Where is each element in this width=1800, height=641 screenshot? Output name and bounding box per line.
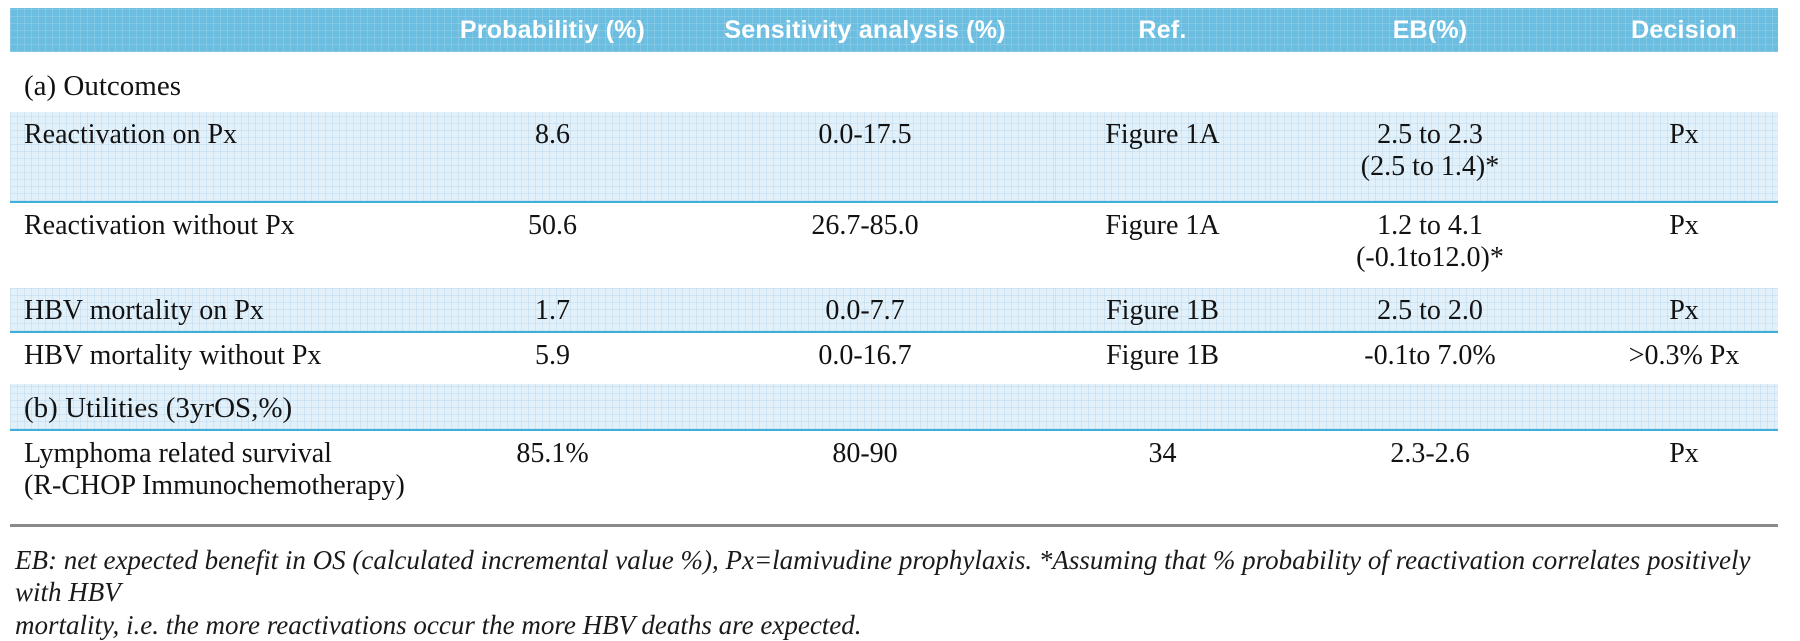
column-header-eb: EB(%): [1270, 8, 1590, 52]
table-row-lymphoma-survival: Lymphoma related survival (R-CHOP Immuno…: [10, 430, 1778, 516]
cell-probability: 8.6: [430, 112, 675, 203]
column-header-ref: Ref.: [1055, 8, 1270, 52]
cell-ref: 34: [1148, 438, 1177, 469]
decision-analysis-table: Probabilitiy (%) Sensitivity analysis (%…: [10, 8, 1778, 516]
cell-sensitivity: 26.7-85.0: [811, 210, 919, 241]
eb-value-line2: (-0.1to12.0)*: [1356, 241, 1504, 273]
cell-eb: 2.5 to 2.3 (2.5 to 1.4)*: [1270, 112, 1590, 203]
cell-ref: Figure 1B: [1055, 288, 1270, 333]
cell-ref: Figure 1A: [1105, 210, 1220, 241]
eb-value-line1: 1.2 to 4.1: [1377, 210, 1483, 241]
cell-eb: -0.1to 7.0%: [1364, 340, 1496, 371]
cell-decision: Px: [1669, 438, 1699, 469]
eb-value-line1: 2.5 to 2.3: [1377, 119, 1483, 150]
cell-outcome-label: HBV mortality without Px: [24, 340, 322, 371]
column-header-sensitivity: Sensitivity analysis (%): [675, 8, 1055, 52]
cell-outcome-label: Reactivation on Px: [10, 112, 430, 203]
footnote-divider: [10, 524, 1778, 527]
cell-outcome-label: Lymphoma related survival (R-CHOP Immuno…: [10, 430, 430, 516]
section-label: (b) Utilities (3yrOS,%): [10, 384, 1778, 431]
footnote-line1: EB: net expected benefit in OS (calculat…: [15, 545, 1751, 608]
column-header-empty: [10, 8, 430, 52]
cell-outcome-label: HBV mortality on Px: [10, 288, 430, 333]
cell-ref: Figure 1A: [1055, 112, 1270, 203]
table-row-reactivation-on-px: Reactivation on Px 8.6 0.0-17.5 Figure 1…: [10, 112, 1778, 203]
table-header: Probabilitiy (%) Sensitivity analysis (%…: [10, 8, 1778, 52]
cell-sensitivity: 0.0-17.5: [675, 112, 1055, 203]
cell-probability: 50.6: [528, 210, 577, 241]
column-header-decision: Decision: [1590, 8, 1778, 52]
column-header-probability: Probabilitiy (%): [430, 8, 675, 52]
table-row-hbv-mortality-on-px: HBV mortality on Px 1.7 0.0-7.7 Figure 1…: [10, 288, 1778, 333]
cell-sensitivity: 80-90: [832, 438, 898, 469]
footnote-line2: mortality, i.e. the more reactivations o…: [15, 609, 862, 640]
table-footnote: EB: net expected benefit in OS (calculat…: [10, 544, 1778, 641]
cell-decision: Px: [1590, 288, 1778, 333]
cell-sensitivity: 0.0-16.7: [818, 340, 912, 371]
section-label: (a) Outcomes: [24, 70, 182, 102]
cell-decision: Px: [1590, 112, 1778, 203]
outcome-label-line2: (R-CHOP Immunochemotherapy): [24, 469, 405, 501]
table-row-reactivation-without-px: Reactivation without Px 50.6 26.7-85.0 F…: [10, 202, 1778, 288]
cell-eb: 1.2 to 4.1 (-0.1to12.0)*: [1270, 202, 1590, 288]
cell-probability: 5.9: [535, 340, 570, 371]
cell-outcome-label: Reactivation without Px: [24, 210, 295, 241]
cell-ref: Figure 1B: [1106, 340, 1219, 371]
outcome-label-line1: Lymphoma related survival: [24, 438, 332, 469]
table-row-hbv-mortality-without-px: HBV mortality without Px 5.9 0.0-16.7 Fi…: [10, 332, 1778, 384]
section-header-outcomes: (a) Outcomes: [10, 52, 1778, 112]
cell-probability: 85.1%: [516, 438, 589, 469]
cell-decision: Px: [1669, 210, 1699, 241]
cell-eb: 2.3-2.6: [1390, 438, 1470, 469]
section-header-utilities: (b) Utilities (3yrOS,%): [10, 384, 1778, 431]
cell-sensitivity: 0.0-7.7: [675, 288, 1055, 333]
cell-decision: >0.3% Px: [1628, 340, 1740, 371]
cell-eb: 2.5 to 2.0: [1270, 288, 1590, 333]
cell-probability: 1.7: [430, 288, 675, 333]
eb-value-line2: (2.5 to 1.4)*: [1360, 150, 1500, 182]
header-row: Probabilitiy (%) Sensitivity analysis (%…: [10, 8, 1778, 52]
table-body: (a) Outcomes Reactivation on Px 8.6 0.0-…: [10, 52, 1778, 516]
